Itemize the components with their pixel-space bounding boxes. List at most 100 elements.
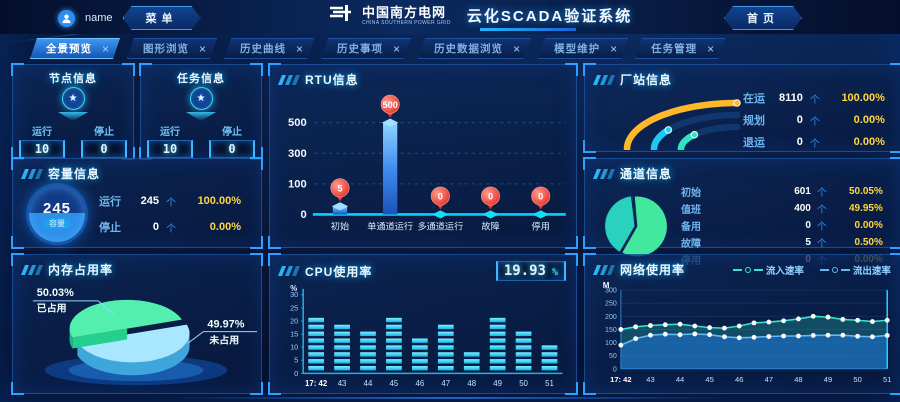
svg-text:43: 43 <box>646 375 654 384</box>
stat-row-在运: 在运 8110 个 100.00% <box>743 90 885 106</box>
svg-text:200: 200 <box>605 314 617 321</box>
legend-item-流出速率[interactable]: 流出速率 <box>819 263 891 277</box>
panel-title: CPU使用率 <box>305 264 373 279</box>
stat-unit: 个 <box>816 188 827 199</box>
panel-station-info: 厂站信息 在运 8110 个 100.00% 规划 0 个 0.00% 退运 0 个 0.00% <box>583 63 900 152</box>
tab-label: 任务管理 <box>651 43 698 55</box>
panel-rtu-info: RTU信息 0 100 300 500 5 初始 500 单通道运行 0 多通道运行 0 故障 0 停用 <box>268 63 578 248</box>
run-value: 10 <box>147 140 193 158</box>
tab-close-icon[interactable]: × <box>610 41 618 56</box>
stat-row-初始: 初始 601 个 50.05% <box>681 184 883 199</box>
stat-percent: 49.95% <box>848 203 883 214</box>
svg-text:50.03%: 50.03% <box>37 287 74 299</box>
tab-close-icon[interactable]: × <box>707 41 715 56</box>
main-grid: 节点信息 ★ 运行 10 停止 0 任务信息 ★ <box>0 59 900 394</box>
panel-title: 任务信息 <box>177 73 225 85</box>
svg-text:故障: 故障 <box>481 221 499 232</box>
tab-close-icon[interactable]: × <box>393 41 401 56</box>
tab-label: 模型维护 <box>554 43 601 55</box>
slashes-icon <box>592 74 616 85</box>
panel-cpu-usage: CPU使用率 19.93 % 0 5 10 15 20 25 30% 17: 42 43 44 45… <box>268 253 578 394</box>
tab-label: 历史曲线 <box>240 43 287 55</box>
legend-dot-icon <box>831 266 838 273</box>
tab-任务管理[interactable]: 任务管理 × <box>635 38 725 59</box>
svg-text:0: 0 <box>294 369 298 378</box>
brand-area: 中国南方电网 CHINA SOUTHERN POWER GRID 云化SCADA… <box>328 3 632 31</box>
home-button[interactable]: 首页 <box>724 6 802 30</box>
stat-value: 400 <box>794 203 811 214</box>
svg-text:44: 44 <box>364 379 373 388</box>
tab-历史事项[interactable]: 历史事项 × <box>321 38 411 59</box>
tab-历史曲线[interactable]: 历史曲线 × <box>224 38 314 59</box>
stop-label: 停止 <box>222 127 242 138</box>
menu-button[interactable]: 菜单 <box>123 6 201 30</box>
svg-text:150: 150 <box>605 327 617 334</box>
svg-text:500: 500 <box>288 117 307 129</box>
stat-row-退运: 退运 0 个 0.00% <box>743 134 885 150</box>
legend-label: 流出速率 <box>852 265 891 277</box>
tab-close-icon[interactable]: × <box>296 41 304 56</box>
app-title: 云化SCADA验证系统 <box>467 5 632 31</box>
right-column: 厂站信息 在运 8110 个 100.00% 规划 0 个 0.00% 退运 0 个 0.00% 通道… <box>583 63 900 394</box>
stat-row-运行: 运行 245 个 100.00% <box>99 193 241 209</box>
tab-模型维护[interactable]: 模型维护 × <box>538 38 628 59</box>
svg-text:47: 47 <box>765 375 773 384</box>
panel-title: RTU信息 <box>305 73 359 87</box>
tab-close-icon[interactable]: × <box>513 41 521 56</box>
legend-item-流入速率[interactable]: 流入速率 <box>732 263 804 277</box>
cpu-value: 19.93 <box>503 263 546 279</box>
svg-text:500: 500 <box>383 100 398 110</box>
svg-text:17: 42: 17: 42 <box>305 379 328 388</box>
svg-text:51: 51 <box>883 375 891 384</box>
svg-text:0: 0 <box>438 192 443 202</box>
panel-title: 节点信息 <box>49 73 97 85</box>
tab-图形浏览[interactable]: 图形浏览 × <box>127 38 217 59</box>
stat-unit: 个 <box>809 116 820 128</box>
stat-unit: 个 <box>816 239 827 250</box>
panel-memory-usage: 内存占用率 50.03% 已占用 49.97% 未占用 <box>11 253 263 394</box>
tab-label: 历史事项 <box>337 43 384 55</box>
tab-全景预览[interactable]: 全景预览 × <box>30 38 120 59</box>
cpu-bar-chart: 0 5 10 15 20 25 30% 17: 42 43 44 45 46 47 48 49 50 51 <box>290 284 563 388</box>
svg-text:50: 50 <box>609 353 617 360</box>
tab-close-icon[interactable]: × <box>102 41 110 56</box>
stat-percent: 0.00% <box>853 114 885 126</box>
svg-text:50: 50 <box>519 379 528 388</box>
stat-percent: 50.05% <box>848 186 883 197</box>
stat-unit: 个 <box>809 138 820 150</box>
panel-channel-info: 通道信息 初始 601 个 50.05% 值班 400 个 49.95% 备用 0 个 0.00% 故障… <box>583 157 900 267</box>
svg-text:300: 300 <box>605 288 617 295</box>
user-name: name <box>85 12 113 24</box>
svg-text:M: M <box>603 281 610 290</box>
svg-text:0: 0 <box>613 366 617 373</box>
svg-text:25: 25 <box>290 303 298 312</box>
capacity-rows: 运行 245 个 100.00% 停止 0 个 0.00% <box>99 193 249 235</box>
stat-value: 0 <box>796 114 803 126</box>
svg-text:停用: 停用 <box>532 221 550 232</box>
svg-text:0: 0 <box>488 192 493 202</box>
svg-text:0: 0 <box>300 209 306 221</box>
stat-percent: 0.50% <box>854 237 883 248</box>
user-avatar-icon[interactable] <box>58 9 75 27</box>
capacity-gauge: 245 容量 <box>29 186 85 242</box>
slashes-icon <box>592 264 616 275</box>
node-badge: ★ <box>58 87 88 121</box>
stat-percent: 0.00% <box>853 136 885 148</box>
footer-deco-line <box>162 397 738 399</box>
panel-network-usage: 网络使用率 流入速率 流出速率 0 50 100 150 200 250 300 M 17: 42… <box>583 253 900 394</box>
svg-text:44: 44 <box>676 375 684 384</box>
middle-column: RTU信息 0 100 300 500 5 初始 500 单通道运行 0 多通道运行 0 故障 0 停用 <box>268 63 578 394</box>
slashes-icon <box>20 168 44 179</box>
run-label: 运行 <box>32 127 52 138</box>
svg-text:250: 250 <box>605 301 617 308</box>
slashes-icon <box>277 74 301 85</box>
svg-text:100: 100 <box>288 178 307 190</box>
stat-row-停止: 停止 0 个 0.00% <box>99 219 241 235</box>
svg-text:%: % <box>290 284 297 293</box>
stat-row-故障: 故障 5 个 0.50% <box>681 235 883 250</box>
tab-close-icon[interactable]: × <box>199 41 207 56</box>
stat-label: 初始 <box>681 188 701 199</box>
stop-value: 0 <box>81 140 127 158</box>
tab-历史数据浏览[interactable]: 历史数据浏览 × <box>418 38 531 59</box>
panel-title: 通道信息 <box>620 167 673 181</box>
